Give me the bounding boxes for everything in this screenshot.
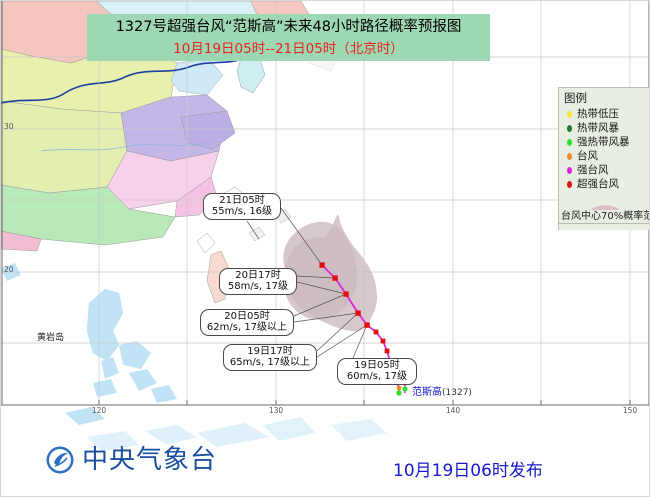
page-title: 1327号超强台风“范斯高”未来48小时路径概率预报图 [115,19,462,35]
agency-logo-block: 中央气象台 [45,445,217,475]
axis-ticks [98,400,631,405]
legend-item-label: 强台风 [577,164,609,176]
legend-item-label: 热带风暴 [577,122,619,134]
legend-color-swatch [567,138,572,146]
legend-item-typhoon: 台风 [564,149,649,163]
legend-item-severe-typhoon: 强台风 [564,163,649,177]
legend-color-swatch [567,166,572,174]
lat-tick-label: 20 [4,265,14,274]
map-frame [1,1,649,406]
title-band: 1327号超强台风“范斯高”未来48小时路径概率预报图 10月19日05时--2… [87,14,490,61]
legend-item-label: 台风 [577,150,598,162]
track-markers [319,262,402,396]
legend-item-tropical-storm: 热带风暴 [564,121,649,135]
legend-color-swatch [567,152,572,160]
issue-time: 10月19日06时发布 [393,461,543,481]
lon-tick-label: 150 [622,406,638,415]
lon-tick-label: 120 [91,406,107,415]
forecast-callout-21d05h: 21日05时 55m/s, 16级 [203,193,281,220]
callout-time: 19日17时 [247,346,293,357]
page-subtitle: 10月19日05时--21日05时（北京时） [173,41,404,57]
callout-intensity: 65m/s, 17级以上 [229,357,311,368]
forecast-callout-19d17h: 19日17时 65m/s, 17级以上 [223,344,317,371]
legend-item-super-typhoon: 超强台风 [564,177,649,191]
island-label-huangyan: 黄岩岛 [37,333,65,343]
callout-leaders [246,207,368,359]
storm-name: 范斯高 [412,387,442,398]
legend-item-severe-tropical-storm: 强热带风暴 [564,135,649,149]
forecast-callout-20d17h: 20日17时 58m/s, 17级 [219,268,297,295]
storm-name-tag: 范斯高(1327) [412,383,472,398]
legend-color-swatch [567,180,572,188]
callout-intensity: 55m/s, 16级 [211,206,273,217]
lat-tick-label: 30 [4,122,14,131]
callout-intensity: 58m/s, 17级 [227,281,289,292]
legend-heading: 图例 [564,91,587,105]
legend-cone-note: 台风中心70%概率范围 [558,210,649,224]
current-position-callout-19d05h: 19日05时 60m/s, 17级 [337,358,417,385]
river-group [1,58,244,104]
callout-intensity: 62m/s, 17级以上 [206,322,288,333]
callout-time: 19日05时 [354,360,400,371]
callout-time: 20日17时 [235,270,281,281]
forecast-callout-20d05h: 20日05时 62m/s, 17级以上 [200,309,294,336]
lon-tick-label: 140 [445,406,461,415]
river-group-2 [40,142,208,152]
storm-id: (1327) [442,388,472,398]
legend-color-swatch [567,110,572,118]
probability-cone-head [283,221,357,320]
callout-time: 21日05时 [219,195,265,206]
legend-item-label: 超强台风 [577,178,619,190]
legend-item-tropical-depression: 热带低压 [564,107,649,121]
legend-item-label: 热带低压 [577,108,619,120]
legend-item-label: 强热带风暴 [577,136,630,148]
callout-intensity: 60m/s, 17级 [346,371,408,382]
cma-logo-icon [46,446,74,474]
lon-tick-label: 130 [268,406,284,415]
agency-name: 中央气象台 [82,445,218,475]
callout-time: 20日05时 [224,311,270,322]
legend-color-swatch [567,124,572,132]
